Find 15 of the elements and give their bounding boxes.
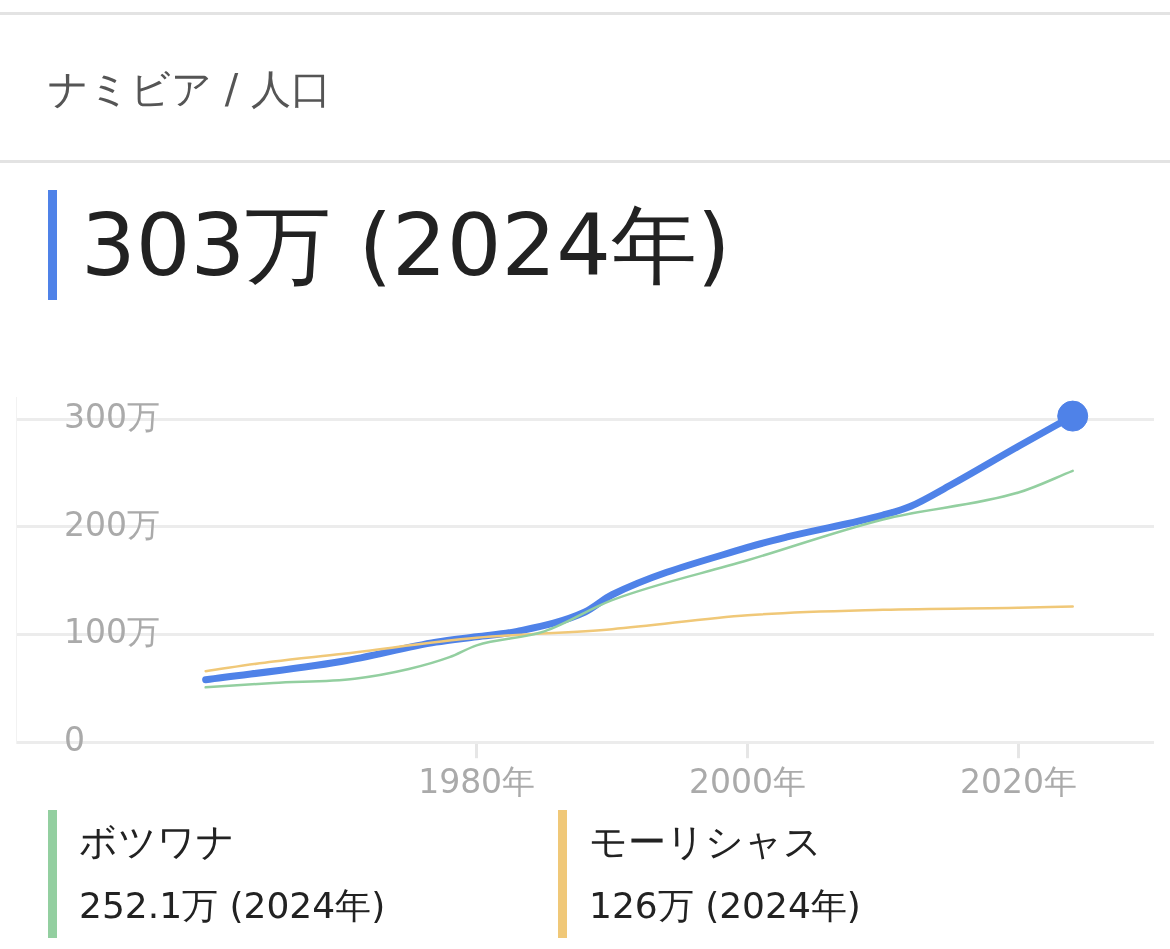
text: 252.1万 (2024年) [79, 883, 386, 928]
line-series [204, 469, 1074, 689]
y-tick-label: 200万 [64, 504, 160, 544]
chart-title: ナミビア / 人口 [48, 65, 331, 114]
y-tick-label: 300万 [64, 396, 160, 436]
x-tick-label: 2020年 [960, 761, 1078, 801]
line-series [204, 605, 1074, 673]
legend-label: モーリシャス [589, 818, 822, 866]
legend-label: ボツワナ [79, 818, 235, 866]
text: 126万 (2024年) [589, 883, 861, 928]
chart-subtitle: 303万 (2024年) [48, 190, 731, 300]
y-tick-label: 100万 [64, 612, 160, 652]
y-tick-label: 0 [64, 719, 85, 759]
x-tick-label: 1980年 [418, 761, 536, 801]
x-tick-label: 2000年 [689, 761, 807, 801]
